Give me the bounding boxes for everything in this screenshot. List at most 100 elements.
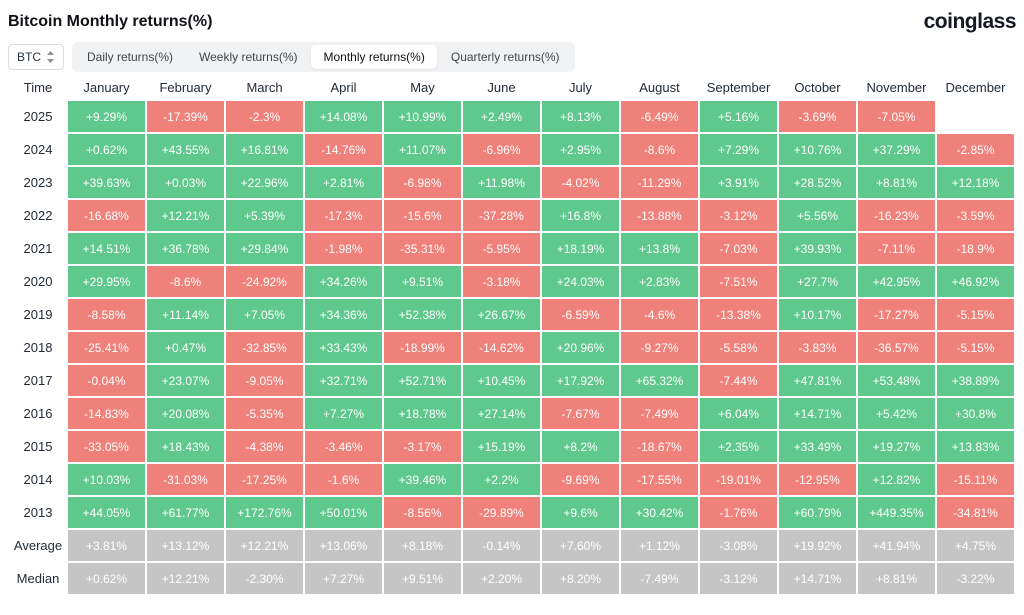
return-cell: +172.76% xyxy=(226,497,303,528)
return-cell: +11.07% xyxy=(384,134,461,165)
table-row-average: Average +3.81% +13.12% +12.21% +13.06% +8.18%… xyxy=(10,530,1014,561)
controls-bar: BTC Daily returns(%) Weekly returns(%) Mon… xyxy=(8,42,1016,72)
return-cell: +32.71% xyxy=(305,365,382,396)
return-cell: +16.81% xyxy=(226,134,303,165)
return-cell: +12.18% xyxy=(937,167,1014,198)
column-header-july: July xyxy=(568,79,593,95)
tab-daily[interactable]: Daily returns(%) xyxy=(75,45,185,69)
return-cell: +7.05% xyxy=(226,299,303,330)
column-header-april: April xyxy=(330,79,357,95)
return-cell: +9.51% xyxy=(384,563,461,594)
return-cell: -3.12% xyxy=(700,563,777,594)
return-cell: -14.83% xyxy=(68,398,145,429)
table-row-2019: 2019 -8.58% +11.14% +7.05% +34.36% +52.38% +26… xyxy=(10,299,1014,330)
return-cell: -4.02% xyxy=(542,167,619,198)
return-cell: +20.96% xyxy=(542,332,619,363)
return-cell: +14.08% xyxy=(305,101,382,132)
tab-monthly[interactable]: Monthly returns(%) xyxy=(311,45,437,69)
return-cell: -5.15% xyxy=(937,332,1014,363)
return-cell: +30.42% xyxy=(621,497,698,528)
table-row-2021: 2021 +14.51% +36.78% +29.84% -1.98% -35.31% -5… xyxy=(10,233,1014,264)
return-cell: +65.32% xyxy=(621,365,698,396)
return-cell: -9.05% xyxy=(226,365,303,396)
return-cell: +9.6% xyxy=(542,497,619,528)
return-cell: -11.29% xyxy=(621,167,698,198)
return-cell: +33.49% xyxy=(779,431,856,462)
return-cell: -8.58% xyxy=(68,299,145,330)
return-cell: +27.7% xyxy=(779,266,856,297)
return-cell: +12.21% xyxy=(226,530,303,561)
column-header-september: September xyxy=(706,79,771,95)
return-cell: -34.81% xyxy=(937,497,1014,528)
return-cell: +0.47% xyxy=(147,332,224,363)
return-cell: -6.96% xyxy=(463,134,540,165)
page: Bitcoin Monthly returns(%) coinglass BTC… xyxy=(8,10,1017,594)
return-cell: +16.8% xyxy=(542,200,619,231)
return-cell: -15.6% xyxy=(384,200,461,231)
return-cell: -18.99% xyxy=(384,332,461,363)
return-cell: -17.27% xyxy=(858,299,935,330)
row-label-2014: 2014 xyxy=(10,464,66,495)
return-cell: +37.29% xyxy=(858,134,935,165)
return-cell: -1.76% xyxy=(700,497,777,528)
return-cell: +12.21% xyxy=(147,200,224,231)
row-label-2016: 2016 xyxy=(10,398,66,429)
return-cell: +0.62% xyxy=(68,134,145,165)
return-cell: -0.14% xyxy=(463,530,540,561)
return-cell: +33.43% xyxy=(305,332,382,363)
return-cell: +3.91% xyxy=(700,167,777,198)
return-cell: +3.81% xyxy=(68,530,145,561)
return-cell: +26.67% xyxy=(463,299,540,330)
return-cell: +8.2% xyxy=(542,431,619,462)
return-cell: +5.39% xyxy=(226,200,303,231)
return-cell: -3.83% xyxy=(779,332,856,363)
return-cell: -32.85% xyxy=(226,332,303,363)
return-cell: -7.11% xyxy=(858,233,935,264)
return-cell: +29.95% xyxy=(68,266,145,297)
return-cell: -19.01% xyxy=(700,464,777,495)
return-cell: -31.03% xyxy=(147,464,224,495)
row-label-2013: 2013 xyxy=(10,497,66,528)
return-cell: +2.81% xyxy=(305,167,382,198)
return-cell: -7.67% xyxy=(542,398,619,429)
table-row-2015: 2015 -33.05% +18.43% -4.38% -3.46% -3.17% +15.… xyxy=(10,431,1014,462)
return-cell: +19.92% xyxy=(779,530,856,561)
table-row-2022: 2022 -16.68% +12.21% +5.39% -17.3% -15.6% -37.… xyxy=(10,200,1014,231)
row-label-2024: 2024 xyxy=(10,134,66,165)
return-cell: -29.89% xyxy=(463,497,540,528)
return-cell: +5.16% xyxy=(700,101,777,132)
return-cell: +18.78% xyxy=(384,398,461,429)
return-cell: +15.19% xyxy=(463,431,540,462)
return-cell: -2.3% xyxy=(226,101,303,132)
table-header: Time January February March April May June July… xyxy=(10,75,1014,99)
return-cell: -15.11% xyxy=(937,464,1014,495)
return-cell: -7.44% xyxy=(700,365,777,396)
table-row-2013: 2013 +44.05% +61.77% +172.76% +50.01% -8.56% -… xyxy=(10,497,1014,528)
return-cell: +44.05% xyxy=(68,497,145,528)
column-header-august: August xyxy=(639,79,680,95)
column-header-march: March xyxy=(246,79,283,95)
coinglass-logo[interactable]: coinglass xyxy=(923,10,1017,33)
return-cell: +12.82% xyxy=(858,464,935,495)
return-cell: -18.9% xyxy=(937,233,1014,264)
tab-quarterly[interactable]: Quarterly returns(%) xyxy=(439,45,572,69)
table-row-2024: 2024 +0.62% +43.55% +16.81% -14.76% +11.07% -6… xyxy=(10,134,1014,165)
return-cell: +10.17% xyxy=(779,299,856,330)
tab-weekly[interactable]: Weekly returns(%) xyxy=(187,45,309,69)
return-cell: +9.51% xyxy=(384,266,461,297)
return-cell: +11.98% xyxy=(463,167,540,198)
return-cell: -3.18% xyxy=(463,266,540,297)
return-cell: -36.57% xyxy=(858,332,935,363)
row-label-2020: 2020 xyxy=(10,266,66,297)
symbol-select[interactable]: BTC xyxy=(8,44,64,70)
return-cell: -5.15% xyxy=(937,299,1014,330)
return-cell: -35.31% xyxy=(384,233,461,264)
return-cell: -3.46% xyxy=(305,431,382,462)
header-row: Time January February March April May June July… xyxy=(10,75,1014,99)
return-cell: -24.92% xyxy=(226,266,303,297)
symbol-select-value: BTC xyxy=(17,50,41,64)
column-header-november: November xyxy=(866,79,927,95)
return-cell: +8.81% xyxy=(858,563,935,594)
return-cell: +2.83% xyxy=(621,266,698,297)
return-cell: +47.81% xyxy=(779,365,856,396)
